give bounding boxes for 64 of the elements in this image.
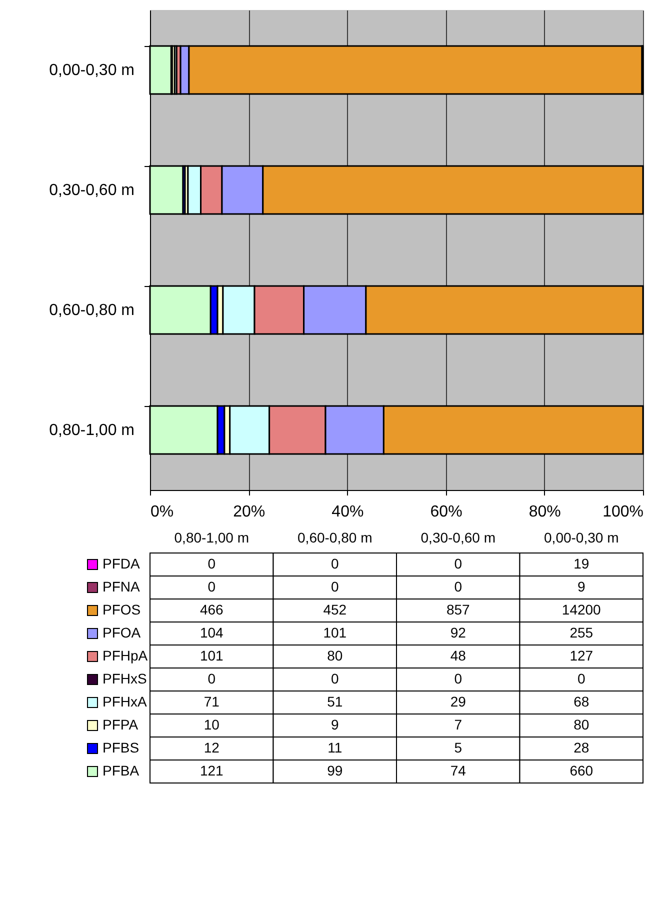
y-tick-label: 0,00-0,30 m xyxy=(49,62,134,79)
y-tick-label: 0,30-0,60 m xyxy=(49,182,134,199)
data-label: 857 xyxy=(446,602,470,618)
y-tick-label: PFBS xyxy=(102,740,140,756)
y-tick-label: PFHpA xyxy=(102,648,148,664)
data-label: 14200 xyxy=(562,602,602,618)
data-label: 99 xyxy=(327,762,343,778)
data-label: 0 xyxy=(330,556,339,572)
data-label: 0 xyxy=(208,556,216,572)
data-label: 0 xyxy=(577,670,586,686)
data-label: 12 xyxy=(204,740,220,756)
x-tick-label: 0,60-0,80 m xyxy=(298,530,372,546)
y-tick-label: PFOS xyxy=(102,602,141,618)
data-label: 29 xyxy=(450,694,466,710)
data-label: 101 xyxy=(323,624,347,640)
data-label: 68 xyxy=(574,694,590,710)
data-label: 51 xyxy=(327,694,343,710)
x-tick-label: 20% xyxy=(233,504,266,520)
data-label: 71 xyxy=(204,694,220,710)
data-label: 0 xyxy=(454,578,462,594)
data-label: 452 xyxy=(323,602,347,618)
data-label: 0 xyxy=(454,670,462,686)
y-tick-label: 0,60-0,80 m xyxy=(49,302,134,319)
x-tick-label: 60% xyxy=(430,504,462,520)
data-label: 255 xyxy=(570,624,594,640)
data-label: 121 xyxy=(200,762,224,778)
y-tick-label: PFPA xyxy=(102,716,139,732)
data-label: 0 xyxy=(454,556,462,572)
y-tick-label: 0,80-1,00 m xyxy=(49,422,134,439)
x-tick-label: 0,00-0,30 m xyxy=(544,530,619,546)
x-tick-label: 100% xyxy=(602,504,644,520)
y-tick-label: PFHxA xyxy=(102,694,148,710)
data-label: 101 xyxy=(200,648,224,664)
data-label: 92 xyxy=(450,624,466,640)
y-tick-label: PFOA xyxy=(102,624,142,640)
data-label: 0 xyxy=(208,578,216,594)
data-label: 7 xyxy=(454,716,462,732)
data-label: 9 xyxy=(577,578,586,594)
data-label: 10 xyxy=(204,716,220,732)
data-label: 28 xyxy=(574,740,590,756)
data-label: 0 xyxy=(330,578,339,594)
data-label: 19 xyxy=(574,556,590,572)
y-tick-label: PFNA xyxy=(102,578,140,594)
x-tick-label: 0% xyxy=(150,504,174,520)
x-tick-label: 40% xyxy=(332,504,364,520)
data-label: 0 xyxy=(330,670,339,686)
data-label: 104 xyxy=(200,624,224,640)
data-label: 9 xyxy=(330,716,339,732)
data-label: 48 xyxy=(450,648,466,664)
data-label: 11 xyxy=(328,740,342,756)
data-label: 5 xyxy=(454,740,462,756)
data-label: 80 xyxy=(327,648,343,664)
data-label: 0 xyxy=(208,670,216,686)
x-tick-label: 0,80-1,00 m xyxy=(174,530,249,546)
x-tick-label: 80% xyxy=(528,504,561,520)
data-label: 466 xyxy=(200,602,224,618)
y-tick-label: PFDA xyxy=(102,556,140,572)
x-tick-label: 0,30-0,60 m xyxy=(420,530,496,546)
y-tick-label: PFHxS xyxy=(102,670,147,686)
y-tick-label: PFBA xyxy=(102,762,140,778)
data-label: 80 xyxy=(574,716,590,732)
data-label: 660 xyxy=(570,762,594,778)
data-label: 74 xyxy=(450,762,466,778)
data-label: 127 xyxy=(570,648,594,664)
